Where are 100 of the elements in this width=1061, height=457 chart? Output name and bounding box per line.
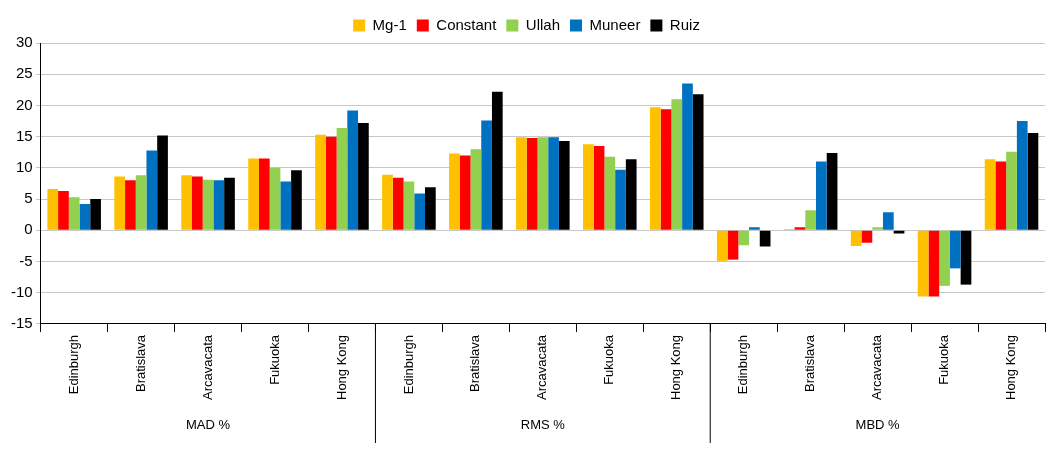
- bar: [336, 127, 348, 230]
- bar: [716, 230, 728, 261]
- bar: [449, 153, 460, 230]
- bar: [949, 230, 961, 269]
- bar: [315, 134, 326, 230]
- bar: [794, 227, 806, 230]
- bar: [882, 212, 894, 230]
- bar: [392, 177, 404, 230]
- bar: [593, 146, 605, 230]
- bar: [692, 94, 704, 230]
- bar: [660, 109, 672, 230]
- x-tick-label: Hong Kong: [668, 334, 684, 401]
- x-tick-label: Fukuoka: [936, 334, 952, 385]
- bar: [816, 161, 827, 230]
- bar: [248, 158, 259, 230]
- bar: [90, 199, 101, 230]
- text: MAD %: [186, 416, 231, 432]
- bar: [727, 230, 739, 260]
- bar: [558, 141, 570, 230]
- bar: [738, 230, 750, 246]
- y-tick-label: -15: [10, 314, 33, 332]
- bar: [615, 169, 626, 230]
- bar: [805, 210, 817, 230]
- x-tick-label: Hong Kong: [333, 334, 349, 401]
- x-tick-label: Bratislava: [132, 334, 148, 393]
- bar: [459, 155, 471, 230]
- x-tick-label: Arcavacata: [534, 334, 550, 400]
- bar: [125, 180, 136, 230]
- y-tick-label: 15: [15, 126, 33, 144]
- bar: [649, 107, 661, 230]
- y-tick-label: 10: [15, 158, 33, 176]
- bar: [403, 181, 415, 230]
- bar: [269, 167, 281, 230]
- bar: [516, 137, 527, 230]
- bar: [358, 122, 369, 230]
- legend-label: Mg-1: [372, 15, 407, 33]
- x-tick-label: Bratislava: [467, 334, 483, 393]
- text: MBD %: [855, 416, 901, 432]
- bar: [58, 190, 69, 230]
- bar: [749, 227, 760, 230]
- bar: [291, 170, 302, 230]
- bar: [928, 230, 940, 297]
- y-tick-label: 5: [24, 189, 33, 207]
- bar: [583, 144, 594, 230]
- bar: [213, 180, 225, 230]
- bar: [759, 230, 771, 247]
- bar: [960, 230, 972, 285]
- bar: [604, 156, 616, 230]
- bar: [548, 137, 559, 230]
- bar: [280, 181, 292, 230]
- bar: [537, 137, 549, 230]
- bar: [995, 161, 1007, 230]
- bar: [625, 159, 637, 230]
- x-tick-label: Edinburgh: [400, 334, 416, 395]
- bar: [425, 187, 436, 230]
- bar: [135, 175, 147, 230]
- bar: [1027, 132, 1039, 230]
- x-tick-label: Edinburgh: [65, 334, 81, 395]
- bar: [984, 159, 996, 230]
- bar: [826, 152, 838, 230]
- bar: [224, 177, 235, 230]
- x-tick-label: Edinburgh: [735, 334, 751, 395]
- bar: [258, 158, 270, 230]
- bar: [917, 230, 929, 297]
- bar: [414, 193, 425, 230]
- text: RMS %: [520, 416, 566, 432]
- bar: [382, 174, 393, 230]
- x-tick-label: Bratislava: [802, 334, 818, 393]
- bar: [682, 83, 693, 230]
- bar: [1016, 121, 1028, 230]
- y-tick-label: -5: [19, 251, 33, 269]
- bar: [202, 179, 214, 230]
- bar: [470, 149, 482, 230]
- bar: [861, 230, 873, 243]
- bar: [872, 227, 883, 230]
- bar: [347, 110, 359, 230]
- bar: [481, 120, 492, 230]
- legend-label: Constant: [436, 15, 498, 33]
- bar: [491, 91, 503, 230]
- bar: [68, 197, 80, 230]
- legend-label: Ruiz: [669, 15, 700, 33]
- bar: [1006, 151, 1017, 230]
- bar: [526, 137, 538, 230]
- bar: [850, 230, 862, 246]
- bar: [79, 204, 91, 230]
- bar: [325, 136, 337, 230]
- bar: [157, 135, 168, 230]
- legend-label: Ullah: [525, 15, 561, 33]
- legend-label: Muneer: [589, 15, 641, 33]
- bar: [47, 189, 59, 230]
- y-tick-label: -10: [10, 282, 33, 300]
- y-tick-label: 0: [24, 220, 33, 238]
- y-tick-label: 30: [15, 33, 33, 51]
- x-tick-label: Fukuoka: [266, 334, 282, 385]
- bar: [181, 175, 192, 230]
- y-tick-label: 20: [15, 95, 33, 113]
- x-tick-label: Arcavacata: [199, 334, 215, 400]
- bar: [192, 176, 203, 230]
- y-tick-label: 25: [15, 64, 33, 82]
- bar: [939, 230, 950, 286]
